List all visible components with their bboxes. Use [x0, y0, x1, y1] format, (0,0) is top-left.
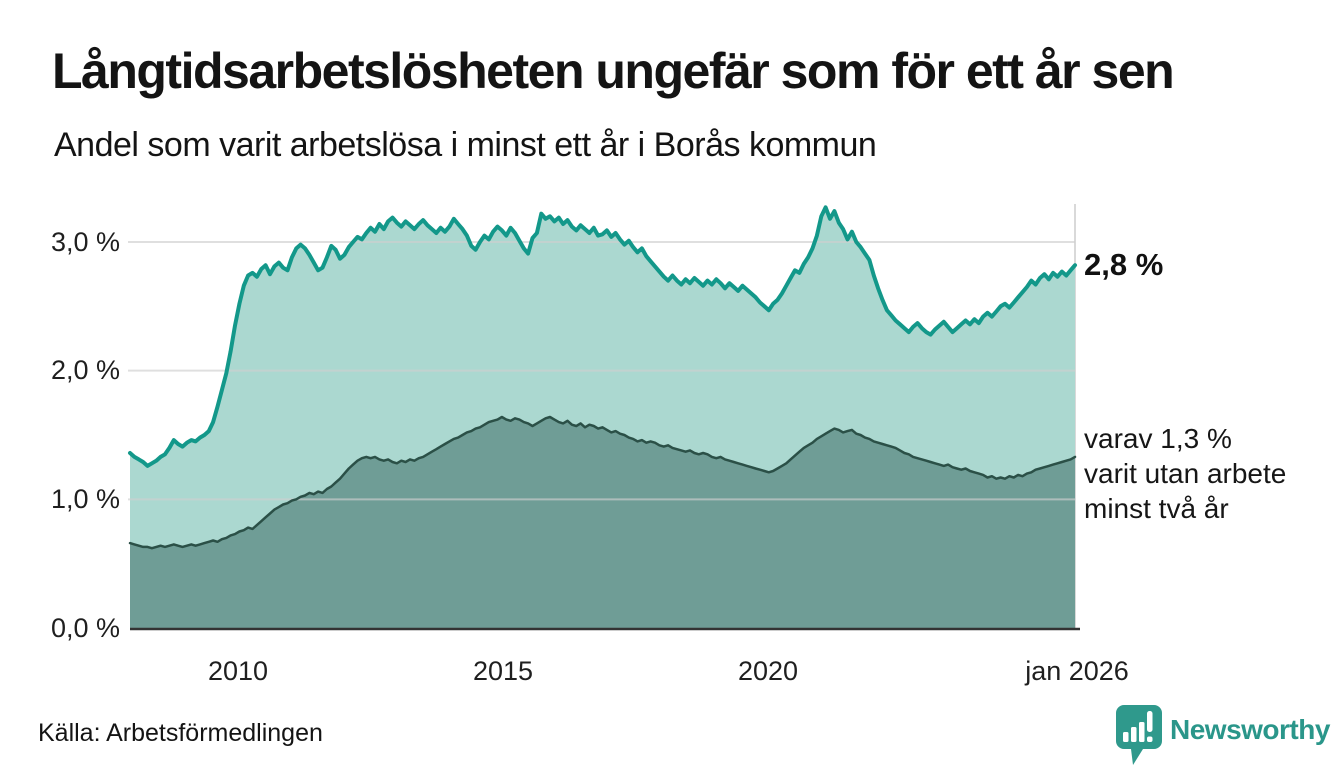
newsworthy-logo[interactable]: Newsworthy [1114, 703, 1340, 769]
newsworthy-logo-icon [1116, 705, 1162, 765]
x-axis-tick-2015: 2015 [472, 656, 534, 686]
source-attribution: Källa: Arbetsförmedlingen [38, 719, 323, 747]
series2-end-note: varav 1,3 % varit utan arbete minst två … [1084, 421, 1286, 526]
series2-note-line2: varit utan arbete [1084, 458, 1287, 489]
y-axis-tick-0: 0,0 % [50, 613, 120, 643]
page-title: Långtidsarbetslösheten ungefär som för e… [52, 43, 1175, 99]
chart-subtitle: Andel som varit arbetslösa i minst ett å… [54, 126, 877, 164]
series1-end-value-label: 2,8 % [1084, 247, 1164, 282]
x-axis-tick-jan2026: jan 2026 [1025, 656, 1129, 686]
series2-note-line3: minst två år [1084, 493, 1229, 524]
y-axis-tick-2: 2,0 % [50, 355, 120, 385]
y-axis-tick-1: 1,0 % [50, 484, 120, 514]
x-axis-tick-2010: 2010 [207, 656, 269, 686]
x-axis-tick-2020: 2020 [737, 656, 799, 686]
y-axis-tick-3: 3,0 % [50, 227, 120, 257]
series2-note-line1: varav 1,3 % [1084, 423, 1232, 454]
newsworthy-logo-text: Newsworthy [1170, 714, 1330, 745]
